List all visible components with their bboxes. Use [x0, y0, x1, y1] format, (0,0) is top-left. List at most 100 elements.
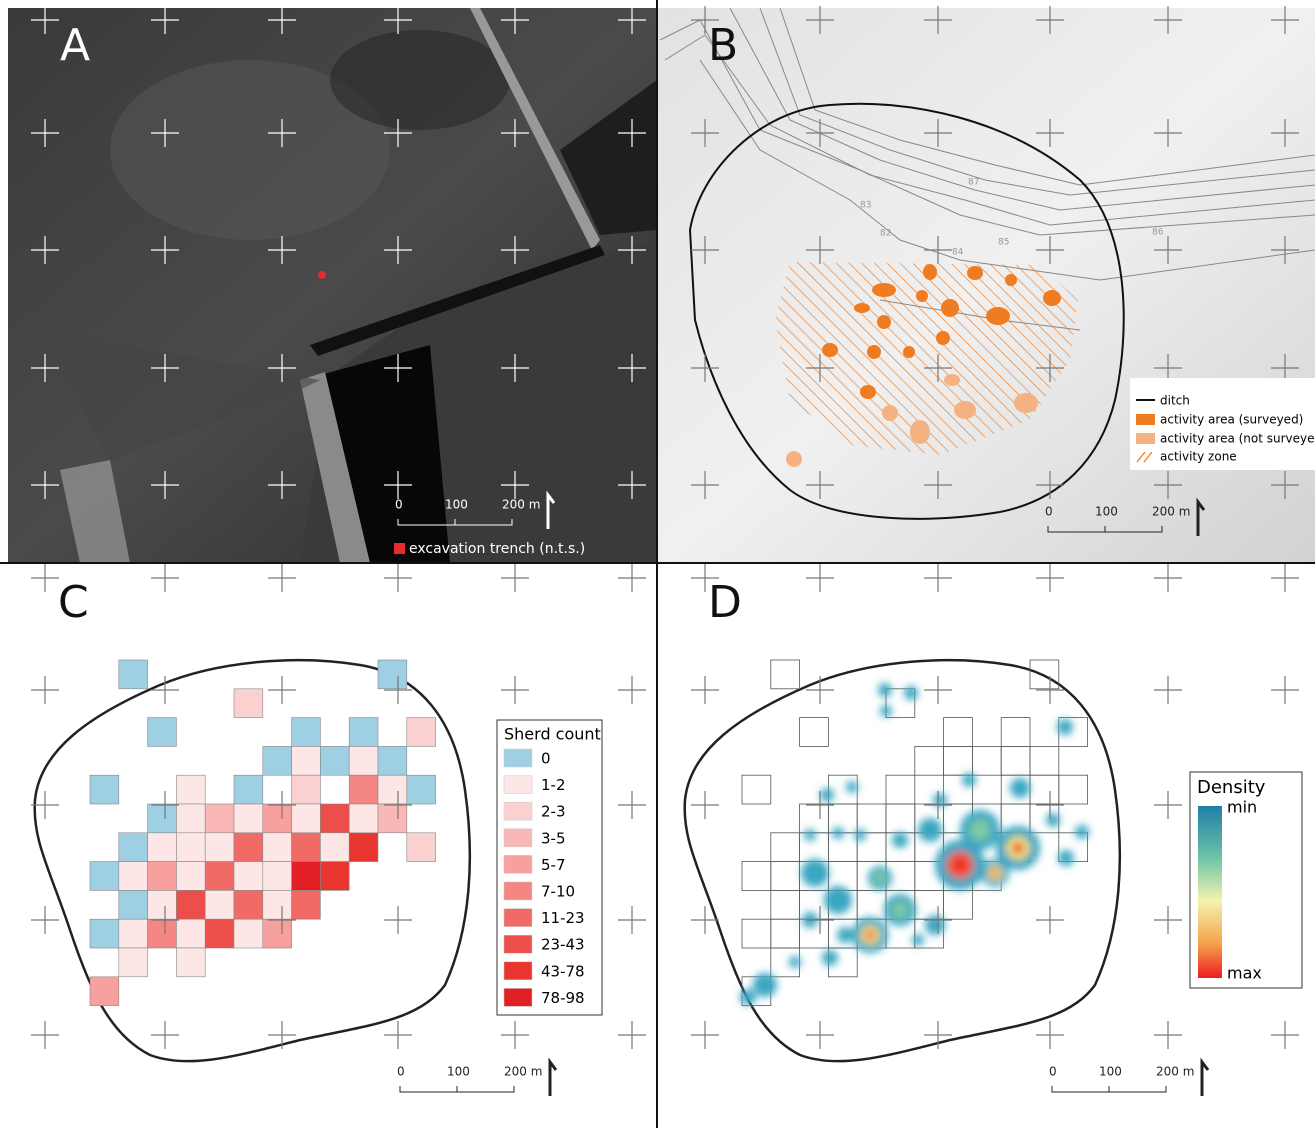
grid-cell: [90, 775, 119, 804]
crosshair: [691, 906, 719, 934]
grid-cell: [349, 746, 378, 775]
density-blob: [854, 829, 866, 841]
density-blob: [918, 818, 942, 842]
contour-label: 83: [860, 201, 871, 211]
scale-label: 200 m: [502, 498, 540, 512]
grid-cell: [176, 833, 205, 862]
density-blob: [837, 927, 853, 943]
density-blob: [1013, 843, 1024, 854]
grid-cell: [771, 890, 800, 919]
grid-cell: [800, 804, 829, 833]
crosshair: [1154, 676, 1182, 704]
density-blob: [1058, 850, 1074, 866]
density-blob: [789, 956, 801, 968]
crosshair: [618, 676, 646, 704]
grid-cell: [292, 718, 321, 747]
north-arrow: [1202, 1062, 1208, 1096]
grid-cell: [378, 775, 407, 804]
grid-cell: [1059, 775, 1088, 804]
grid-cell: [234, 890, 263, 919]
scale-label: 100: [1099, 1065, 1122, 1079]
grid-cell: [119, 948, 148, 977]
legend-swatch: [1136, 433, 1155, 444]
grid-cell: [320, 833, 349, 862]
crosshair: [691, 1021, 719, 1049]
crosshair: [924, 676, 952, 704]
figure: A B C D 87 83 82 84 85 86 excavation tre…: [0, 0, 1315, 1128]
density-blob: [801, 859, 829, 887]
grid-cell: [148, 833, 177, 862]
legend-colorbar: [1198, 806, 1222, 978]
legend-swatch: [504, 749, 532, 767]
grid-cell: [407, 718, 436, 747]
grid-cell: [771, 862, 800, 891]
grid-cell: [857, 890, 886, 919]
grid-cell: [320, 804, 349, 833]
crosshair: [1271, 1021, 1299, 1049]
crosshair: [806, 564, 834, 592]
grid-cell: [742, 919, 771, 948]
scale-label: 0: [395, 498, 403, 512]
grid-cell: [119, 890, 148, 919]
grid-cell: [263, 746, 292, 775]
grid-cell: [148, 718, 177, 747]
grid-cell: [234, 689, 263, 718]
crosshair: [384, 1021, 412, 1049]
density-blob: [873, 871, 886, 884]
scale-label: 0: [397, 1065, 405, 1079]
density-blob: [904, 686, 918, 700]
grid-cell: [407, 775, 436, 804]
crosshair: [691, 676, 719, 704]
legend-label: 2-3: [541, 803, 566, 821]
crosshair: [1036, 676, 1064, 704]
panel-label: D: [708, 577, 742, 628]
grid-cell: [148, 919, 177, 948]
grid-cell: [176, 862, 205, 891]
legend-swatch: [504, 962, 532, 980]
density-blob: [891, 901, 909, 919]
legend-label: 43-78: [541, 962, 585, 980]
density-blob: [866, 931, 875, 940]
crosshair: [806, 676, 834, 704]
density-blob: [1057, 719, 1073, 735]
grid-cell: [1030, 746, 1059, 775]
grid-cell: [944, 718, 973, 747]
grid-cell: [205, 833, 234, 862]
density-blob: [925, 915, 945, 935]
legend-swatch: [504, 988, 532, 1006]
legend-swatch: [504, 776, 532, 794]
density-grid: [742, 660, 1088, 1006]
crosshair: [1036, 564, 1064, 592]
contour-label: 84: [952, 248, 964, 258]
crosshair: [1036, 1021, 1064, 1049]
grid-cell: [263, 890, 292, 919]
grid-cell: [828, 804, 857, 833]
legend-title: Density: [1197, 777, 1266, 798]
crosshair: [1036, 791, 1064, 819]
grid-cell: [119, 862, 148, 891]
contour-label: 87: [968, 178, 979, 188]
aerial-photo: [8, 8, 657, 563]
grid-cell: [292, 804, 321, 833]
grid-cell: [292, 746, 321, 775]
crosshair: [268, 676, 296, 704]
legend-label: activity area (not surveyed): [1160, 432, 1315, 446]
crosshair: [268, 1021, 296, 1049]
grid-cell: [378, 746, 407, 775]
crosshair: [151, 564, 179, 592]
legend-label: min: [1227, 798, 1257, 817]
grid-cell: [263, 833, 292, 862]
grid-cell: [828, 833, 857, 862]
crosshair: [1154, 906, 1182, 934]
legend-label: ditch: [1160, 394, 1190, 408]
crosshair: [31, 676, 59, 704]
grid-cell: [176, 890, 205, 919]
grid-cell: [800, 718, 829, 747]
grid-cell: [176, 919, 205, 948]
scale-label: 100: [1095, 505, 1118, 519]
scale-label: 0: [1045, 505, 1053, 519]
crosshair: [31, 1021, 59, 1049]
grid-cell: [90, 919, 119, 948]
density-blob: [753, 973, 777, 997]
grid-cell: [742, 862, 771, 891]
